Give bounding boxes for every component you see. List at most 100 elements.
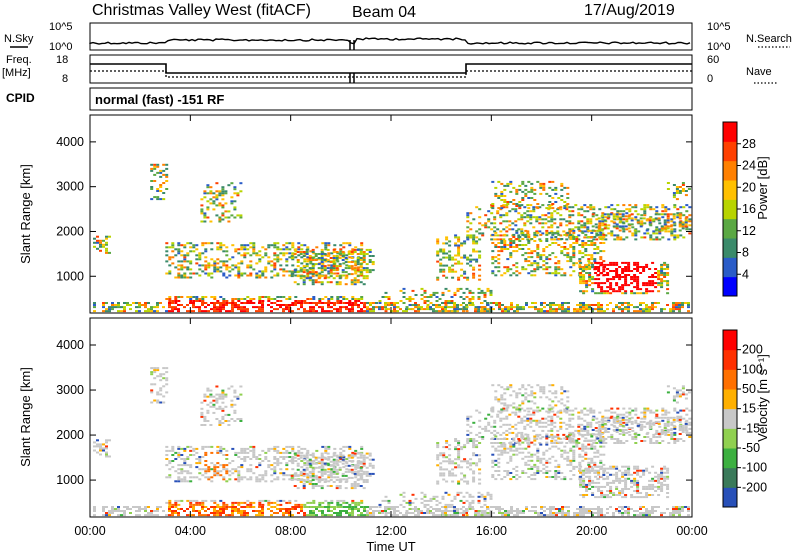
velocity-cell bbox=[514, 427, 518, 430]
power-cell bbox=[506, 244, 510, 246]
power-cell bbox=[663, 280, 667, 283]
power-cell bbox=[663, 276, 667, 278]
power-cell bbox=[237, 298, 241, 300]
power-cell bbox=[545, 240, 549, 242]
power-cell bbox=[306, 302, 309, 304]
velocity-cell bbox=[324, 514, 327, 517]
power-cell bbox=[603, 292, 607, 295]
velocity-cell bbox=[290, 474, 294, 477]
power-cell bbox=[675, 198, 679, 201]
power-cell bbox=[527, 236, 531, 238]
velocity-cell bbox=[535, 421, 539, 424]
power-cell bbox=[279, 258, 283, 261]
power-cell bbox=[365, 271, 369, 274]
velocity-cell bbox=[171, 466, 175, 469]
power-cell bbox=[568, 222, 572, 225]
power-cell bbox=[186, 252, 190, 255]
velocity-cell bbox=[622, 442, 626, 444]
power-cell bbox=[314, 279, 318, 282]
velocity-cell bbox=[225, 464, 229, 467]
power-cell bbox=[177, 274, 181, 277]
velocity-cell bbox=[547, 423, 551, 426]
power-cell bbox=[258, 306, 261, 309]
noise-right-tick-bottom: 10^0 bbox=[707, 41, 731, 53]
velocity-cell bbox=[478, 458, 482, 461]
velocity-cell bbox=[390, 508, 393, 510]
velocity-cell bbox=[356, 460, 360, 463]
velocity-cell bbox=[625, 431, 629, 434]
velocity-cell bbox=[213, 499, 217, 502]
power-cell bbox=[503, 240, 507, 242]
power-cell bbox=[588, 306, 591, 309]
power-cell bbox=[399, 300, 403, 302]
velocity-cell bbox=[356, 456, 360, 459]
power-cell bbox=[582, 292, 586, 295]
power-cell bbox=[282, 254, 286, 257]
power-cell bbox=[591, 225, 595, 228]
velocity-cell bbox=[326, 462, 330, 465]
velocity-cell bbox=[207, 445, 211, 448]
power-cell bbox=[672, 184, 676, 186]
velocity-cell bbox=[466, 442, 470, 444]
power-cell bbox=[672, 306, 675, 309]
power-cell bbox=[606, 213, 610, 216]
velocity-cell bbox=[438, 514, 441, 517]
velocity-cell bbox=[586, 431, 590, 434]
velocity-cell bbox=[369, 512, 372, 514]
power-cell bbox=[339, 248, 343, 251]
power-cell bbox=[509, 268, 513, 271]
power-cell bbox=[231, 304, 234, 306]
velocity-cell bbox=[219, 451, 223, 454]
power-cell bbox=[350, 279, 354, 282]
power-cell bbox=[597, 225, 601, 228]
power-cell bbox=[688, 232, 692, 235]
velocity-cell bbox=[231, 508, 234, 510]
velocity-cell bbox=[111, 506, 114, 508]
power-cell bbox=[216, 270, 220, 273]
velocity-cell bbox=[353, 483, 357, 485]
power-cell bbox=[327, 252, 331, 255]
velocity-cell bbox=[532, 413, 536, 416]
power-cell bbox=[323, 277, 327, 280]
power-cell bbox=[302, 281, 306, 284]
power-cell bbox=[351, 268, 355, 271]
power-cell bbox=[642, 292, 646, 295]
velocity-cell bbox=[604, 419, 608, 422]
velocity-cell bbox=[299, 456, 303, 459]
power-cell bbox=[615, 274, 619, 276]
power-cell bbox=[329, 257, 333, 259]
power-cell bbox=[636, 292, 640, 295]
power-cell bbox=[636, 282, 640, 285]
velocity-cell bbox=[252, 449, 256, 452]
power-cell bbox=[562, 230, 566, 233]
velocity-cell bbox=[174, 503, 178, 506]
power-cell bbox=[639, 292, 643, 295]
power-cell bbox=[542, 186, 546, 189]
velocity-cell bbox=[237, 503, 241, 506]
power-cell bbox=[495, 302, 498, 304]
power-cell bbox=[597, 278, 601, 281]
velocity-cell bbox=[156, 367, 160, 370]
power-cell bbox=[336, 300, 340, 302]
power-cell bbox=[198, 306, 201, 309]
power-cell bbox=[654, 213, 658, 216]
velocity-cell bbox=[306, 478, 310, 481]
velocity-cell bbox=[320, 485, 324, 487]
power-cell bbox=[678, 225, 682, 228]
power-cell bbox=[633, 274, 637, 276]
power-cell bbox=[571, 222, 575, 225]
power-cell bbox=[636, 263, 640, 266]
power-cell bbox=[615, 284, 619, 287]
velocity-cell bbox=[249, 470, 253, 473]
velocity-cell bbox=[276, 499, 280, 502]
velocity-cell bbox=[436, 442, 440, 444]
power-cell bbox=[339, 300, 343, 302]
power-cell bbox=[589, 204, 593, 207]
power-cell bbox=[312, 302, 316, 304]
power-cell bbox=[639, 217, 643, 220]
velocity-cell bbox=[327, 514, 330, 517]
power-cell bbox=[475, 230, 479, 233]
velocity-cell bbox=[451, 480, 455, 483]
power-cell bbox=[676, 236, 680, 239]
velocity-cell bbox=[568, 436, 572, 438]
